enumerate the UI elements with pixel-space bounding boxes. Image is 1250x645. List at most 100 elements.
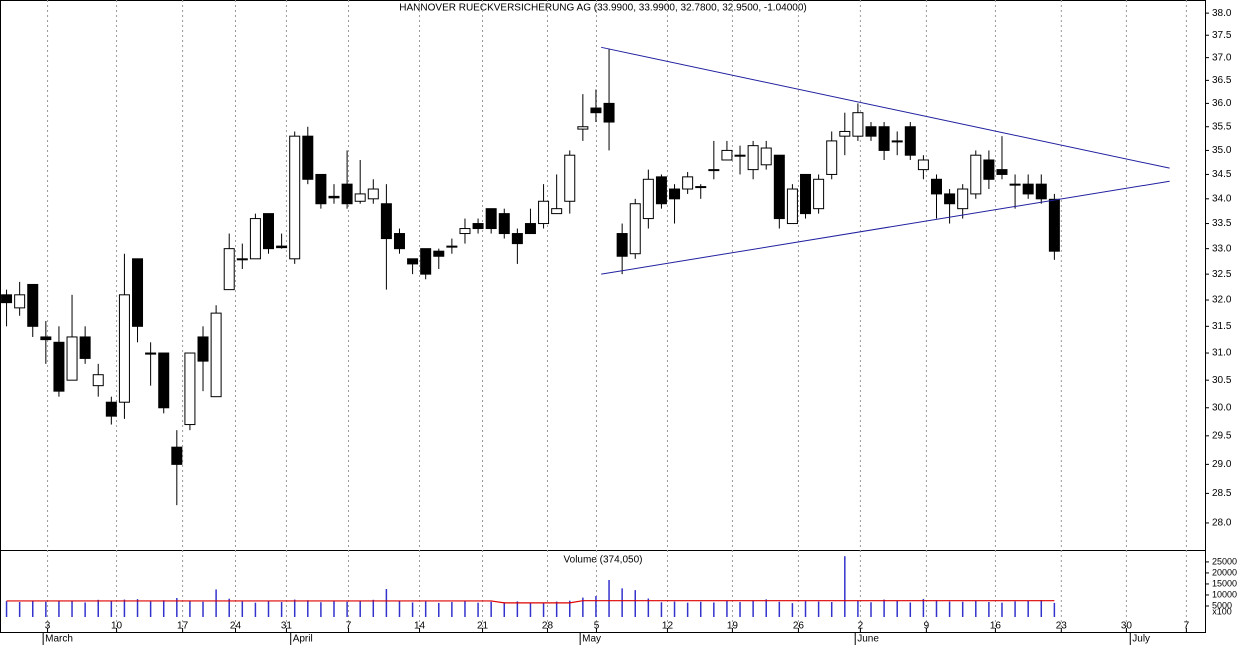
candle-body [446,245,458,248]
candle-body [367,188,379,200]
candle-body [524,223,536,235]
candle-body [472,223,484,230]
y-tick-label: 34.5 [1212,169,1232,180]
candle-body [917,159,929,171]
candle-body [747,145,759,171]
y-tick-label: 30.5 [1212,375,1232,386]
chart-title: HANNOVER RUECKVERSICHERUNG AG (33.9900, … [399,3,806,14]
candle-body [1009,183,1021,186]
y-tick-label: 33.0 [1212,243,1232,254]
y-tick-label: 30.0 [1212,402,1232,413]
y-tick-label: 32.0 [1212,295,1232,306]
candle-body [813,178,825,210]
x-tick-label: 12 [662,621,674,632]
y-tick-label: 36.0 [1212,98,1232,109]
candle-body [145,352,157,355]
candle-body [878,126,890,151]
candle-body [616,233,628,257]
candle-body [1035,183,1047,200]
x-tick-label: 31 [281,621,293,632]
candle-body [655,176,667,205]
y-tick-label: 35.0 [1212,145,1232,156]
y-tick-label: 10000 [1212,589,1237,599]
y-tick-label: 31.5 [1212,321,1232,332]
candle-body [341,183,353,205]
y-tick-label: 37.0 [1212,52,1232,63]
y-tick-label: 38.0 [1212,8,1232,19]
candle-body [852,112,864,137]
candle-body [629,203,641,255]
candle-body [66,336,78,381]
x-tick-label: 10 [111,621,123,632]
candle-body [760,147,772,166]
price-panel [0,0,1206,551]
candle-body [1022,183,1034,195]
month-label: April [293,634,313,645]
y-tick-label: 15000 [1212,578,1237,588]
y-tick-label: 35.5 [1212,121,1232,132]
month-label: June [857,634,879,645]
candle-body [564,154,576,202]
candle-body [459,228,471,235]
y-tick-label: 32.5 [1212,269,1232,280]
x-tick-label: 26 [793,621,805,632]
candle-body [944,193,956,205]
candle-body [184,352,196,426]
candle-body [315,173,327,205]
y-tick-label: 29.0 [1212,459,1232,470]
candle-body [354,193,366,202]
candle-body [826,140,838,175]
candle-body [891,140,903,143]
candle-body [970,154,982,195]
y-tick-label: 28.5 [1212,488,1232,499]
candle-body [786,188,798,225]
candle-body [865,126,877,137]
candle-body [79,336,91,359]
candle-body [302,135,314,180]
candle-body [158,352,170,409]
candle-body [53,341,65,392]
candle-body [328,195,340,199]
candle-body [171,446,183,465]
candle-body [708,169,720,172]
volume-unit: x100 [1212,606,1232,616]
y-tick-label: 20000 [1212,567,1237,577]
candle-body [27,283,39,327]
candle-body [800,173,812,215]
y-tick-label: 37.5 [1212,30,1232,41]
candle-body [511,233,523,245]
candle-body [930,178,942,195]
month-label: July [1132,634,1150,645]
x-tick-label: 9 [924,621,930,632]
candle-body [904,126,916,156]
x-tick-label: 7 [1184,621,1190,632]
candle-body [538,200,550,225]
candle-body [40,336,52,341]
candle-body [289,135,301,260]
x-tick-label: 7 [346,621,352,632]
trendline [601,46,1170,169]
candle-body [734,154,746,157]
candle-body [433,250,445,257]
volume-panel [0,550,1206,633]
candle-body [485,208,497,230]
candle-body [773,154,785,220]
candle-body [1,294,13,304]
x-tick-label: 24 [230,621,242,632]
candle-body [393,233,405,250]
candle-body [983,159,995,180]
candle-body [236,258,248,261]
volume-average [6,600,1055,604]
y-tick-label: 25000 [1212,556,1237,566]
candle-body [577,126,589,130]
x-tick-label: 2 [858,621,864,632]
candle-body [551,208,563,215]
trendline [601,180,1170,275]
x-tick-label: 3 [45,621,51,632]
candle-body [420,248,432,275]
x-tick-label: 14 [414,621,426,632]
y-tick-label: 29.5 [1212,430,1232,441]
candle-body [380,203,392,240]
candle-body [249,218,261,260]
